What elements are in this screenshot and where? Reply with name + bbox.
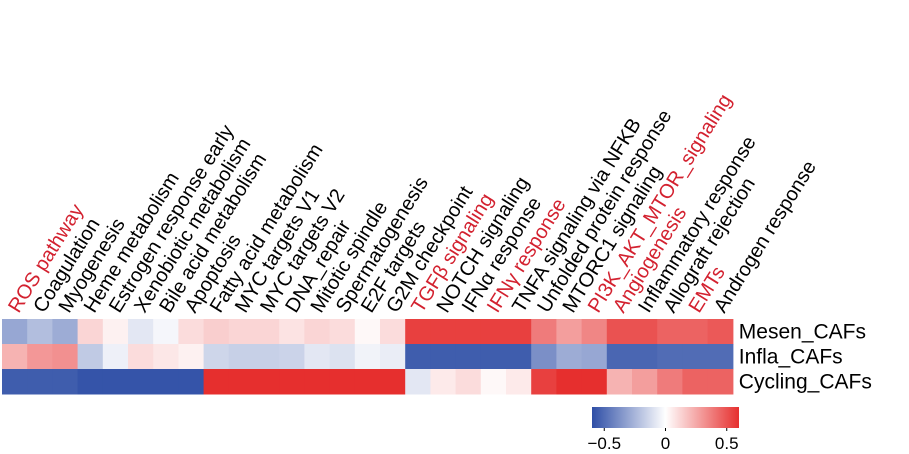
heatmap-cell bbox=[354, 319, 381, 345]
heatmap-cell bbox=[228, 319, 255, 345]
heatmap-cell bbox=[682, 319, 709, 345]
heatmap-cell bbox=[279, 344, 305, 370]
heatmap-cell bbox=[304, 369, 331, 395]
heatmap-cell bbox=[405, 319, 431, 345]
heatmap-cell bbox=[52, 344, 79, 370]
heatmap-cell bbox=[203, 344, 230, 370]
heatmap-cell bbox=[102, 369, 129, 395]
heatmap-cell bbox=[329, 369, 356, 395]
heatmap-cell bbox=[707, 369, 734, 395]
heatmap-cell bbox=[606, 319, 633, 345]
heatmap-cell bbox=[380, 369, 406, 395]
heatmap-cell bbox=[128, 344, 154, 370]
heatmap-cell bbox=[254, 344, 280, 370]
heatmap-cell bbox=[682, 344, 709, 370]
heatmap-cell bbox=[77, 319, 104, 345]
heatmap-cell bbox=[480, 344, 507, 370]
heatmap-cell bbox=[203, 319, 230, 345]
colorbar-tick-label: 0.5 bbox=[715, 434, 739, 449]
heatmap-cell bbox=[531, 319, 557, 345]
row-label: Cycling_CAFs bbox=[739, 371, 872, 394]
heatmap-cell bbox=[657, 344, 683, 370]
heatmap-cell bbox=[430, 369, 457, 395]
heatmap-cell bbox=[581, 369, 608, 395]
heatmap-cell bbox=[354, 344, 381, 370]
heatmap-cell bbox=[228, 369, 255, 395]
heatmap-cell bbox=[380, 344, 406, 370]
heatmap-cell bbox=[128, 319, 154, 345]
heatmap-cell bbox=[606, 369, 633, 395]
heatmap-cell bbox=[405, 344, 431, 370]
heatmap-cell bbox=[531, 344, 557, 370]
heatmap-cell bbox=[77, 369, 104, 395]
heatmap-cell bbox=[506, 369, 532, 395]
heatmap-cell bbox=[27, 319, 53, 345]
heatmap-cell bbox=[380, 319, 406, 345]
heatmap-cell bbox=[632, 344, 658, 370]
heatmap-cell bbox=[228, 344, 255, 370]
heatmap-cell bbox=[102, 319, 129, 345]
heatmap-cell bbox=[480, 319, 507, 345]
colorbar-tick-label: −0.5 bbox=[587, 434, 621, 449]
heatmap-cell bbox=[153, 319, 179, 345]
heatmap-cell bbox=[606, 344, 633, 370]
heatmap-cell bbox=[354, 369, 381, 395]
colorbar-tick-label: 0 bbox=[661, 434, 670, 449]
heatmap-cell bbox=[52, 369, 79, 395]
heatmap-cell bbox=[279, 319, 305, 345]
heatmap-cell bbox=[153, 369, 179, 395]
heatmap-cell bbox=[153, 344, 179, 370]
heatmap-cell bbox=[455, 369, 482, 395]
colorbar bbox=[592, 407, 739, 428]
heatmap-cell bbox=[506, 319, 532, 345]
heatmap-cell bbox=[178, 319, 205, 345]
heatmap-cell bbox=[203, 369, 230, 395]
heatmap-cell bbox=[632, 319, 658, 345]
heatmap-cell bbox=[480, 369, 507, 395]
heatmap-cell bbox=[304, 319, 331, 345]
row-label: Infla_CAFs bbox=[739, 346, 843, 369]
heatmap-cell bbox=[27, 344, 53, 370]
heatmap-cell bbox=[682, 369, 709, 395]
heatmap-cell bbox=[556, 369, 583, 395]
heatmap-cell bbox=[2, 369, 28, 395]
row-label: Mesen_CAFs bbox=[739, 321, 866, 344]
heatmap-cell bbox=[254, 369, 280, 395]
heatmap-cell bbox=[556, 344, 583, 370]
heatmap-cell bbox=[632, 369, 658, 395]
heatmap-cell bbox=[178, 344, 205, 370]
heatmap-cell bbox=[77, 344, 104, 370]
heatmap-cell bbox=[102, 344, 129, 370]
heatmap-cell bbox=[707, 319, 734, 345]
heatmap-cell bbox=[581, 319, 608, 345]
heatmap-cell bbox=[254, 319, 280, 345]
heatmap-cell bbox=[329, 344, 356, 370]
heatmap-cell bbox=[455, 344, 482, 370]
heatmap-cell bbox=[405, 369, 431, 395]
heatmap-cell bbox=[329, 319, 356, 345]
heatmap-cell bbox=[2, 344, 28, 370]
heatmap-cell bbox=[430, 319, 457, 345]
heatmap-cell bbox=[581, 344, 608, 370]
heatmap-cell bbox=[52, 319, 79, 345]
heatmap-cell bbox=[128, 369, 154, 395]
heatmap-cell bbox=[455, 319, 482, 345]
heatmap-cell bbox=[304, 344, 331, 370]
heatmap-cell bbox=[657, 369, 683, 395]
heatmap-cell bbox=[556, 319, 583, 345]
heatmap-cell bbox=[178, 369, 205, 395]
heatmap-cell bbox=[2, 319, 28, 345]
heatmap-cell bbox=[707, 344, 734, 370]
heatmap-cell bbox=[657, 319, 683, 345]
heatmap-cell bbox=[27, 369, 53, 395]
heatmap-cell bbox=[531, 369, 557, 395]
heatmap-cell bbox=[506, 344, 532, 370]
heatmap-cell bbox=[279, 369, 305, 395]
heatmap-cell bbox=[430, 344, 457, 370]
